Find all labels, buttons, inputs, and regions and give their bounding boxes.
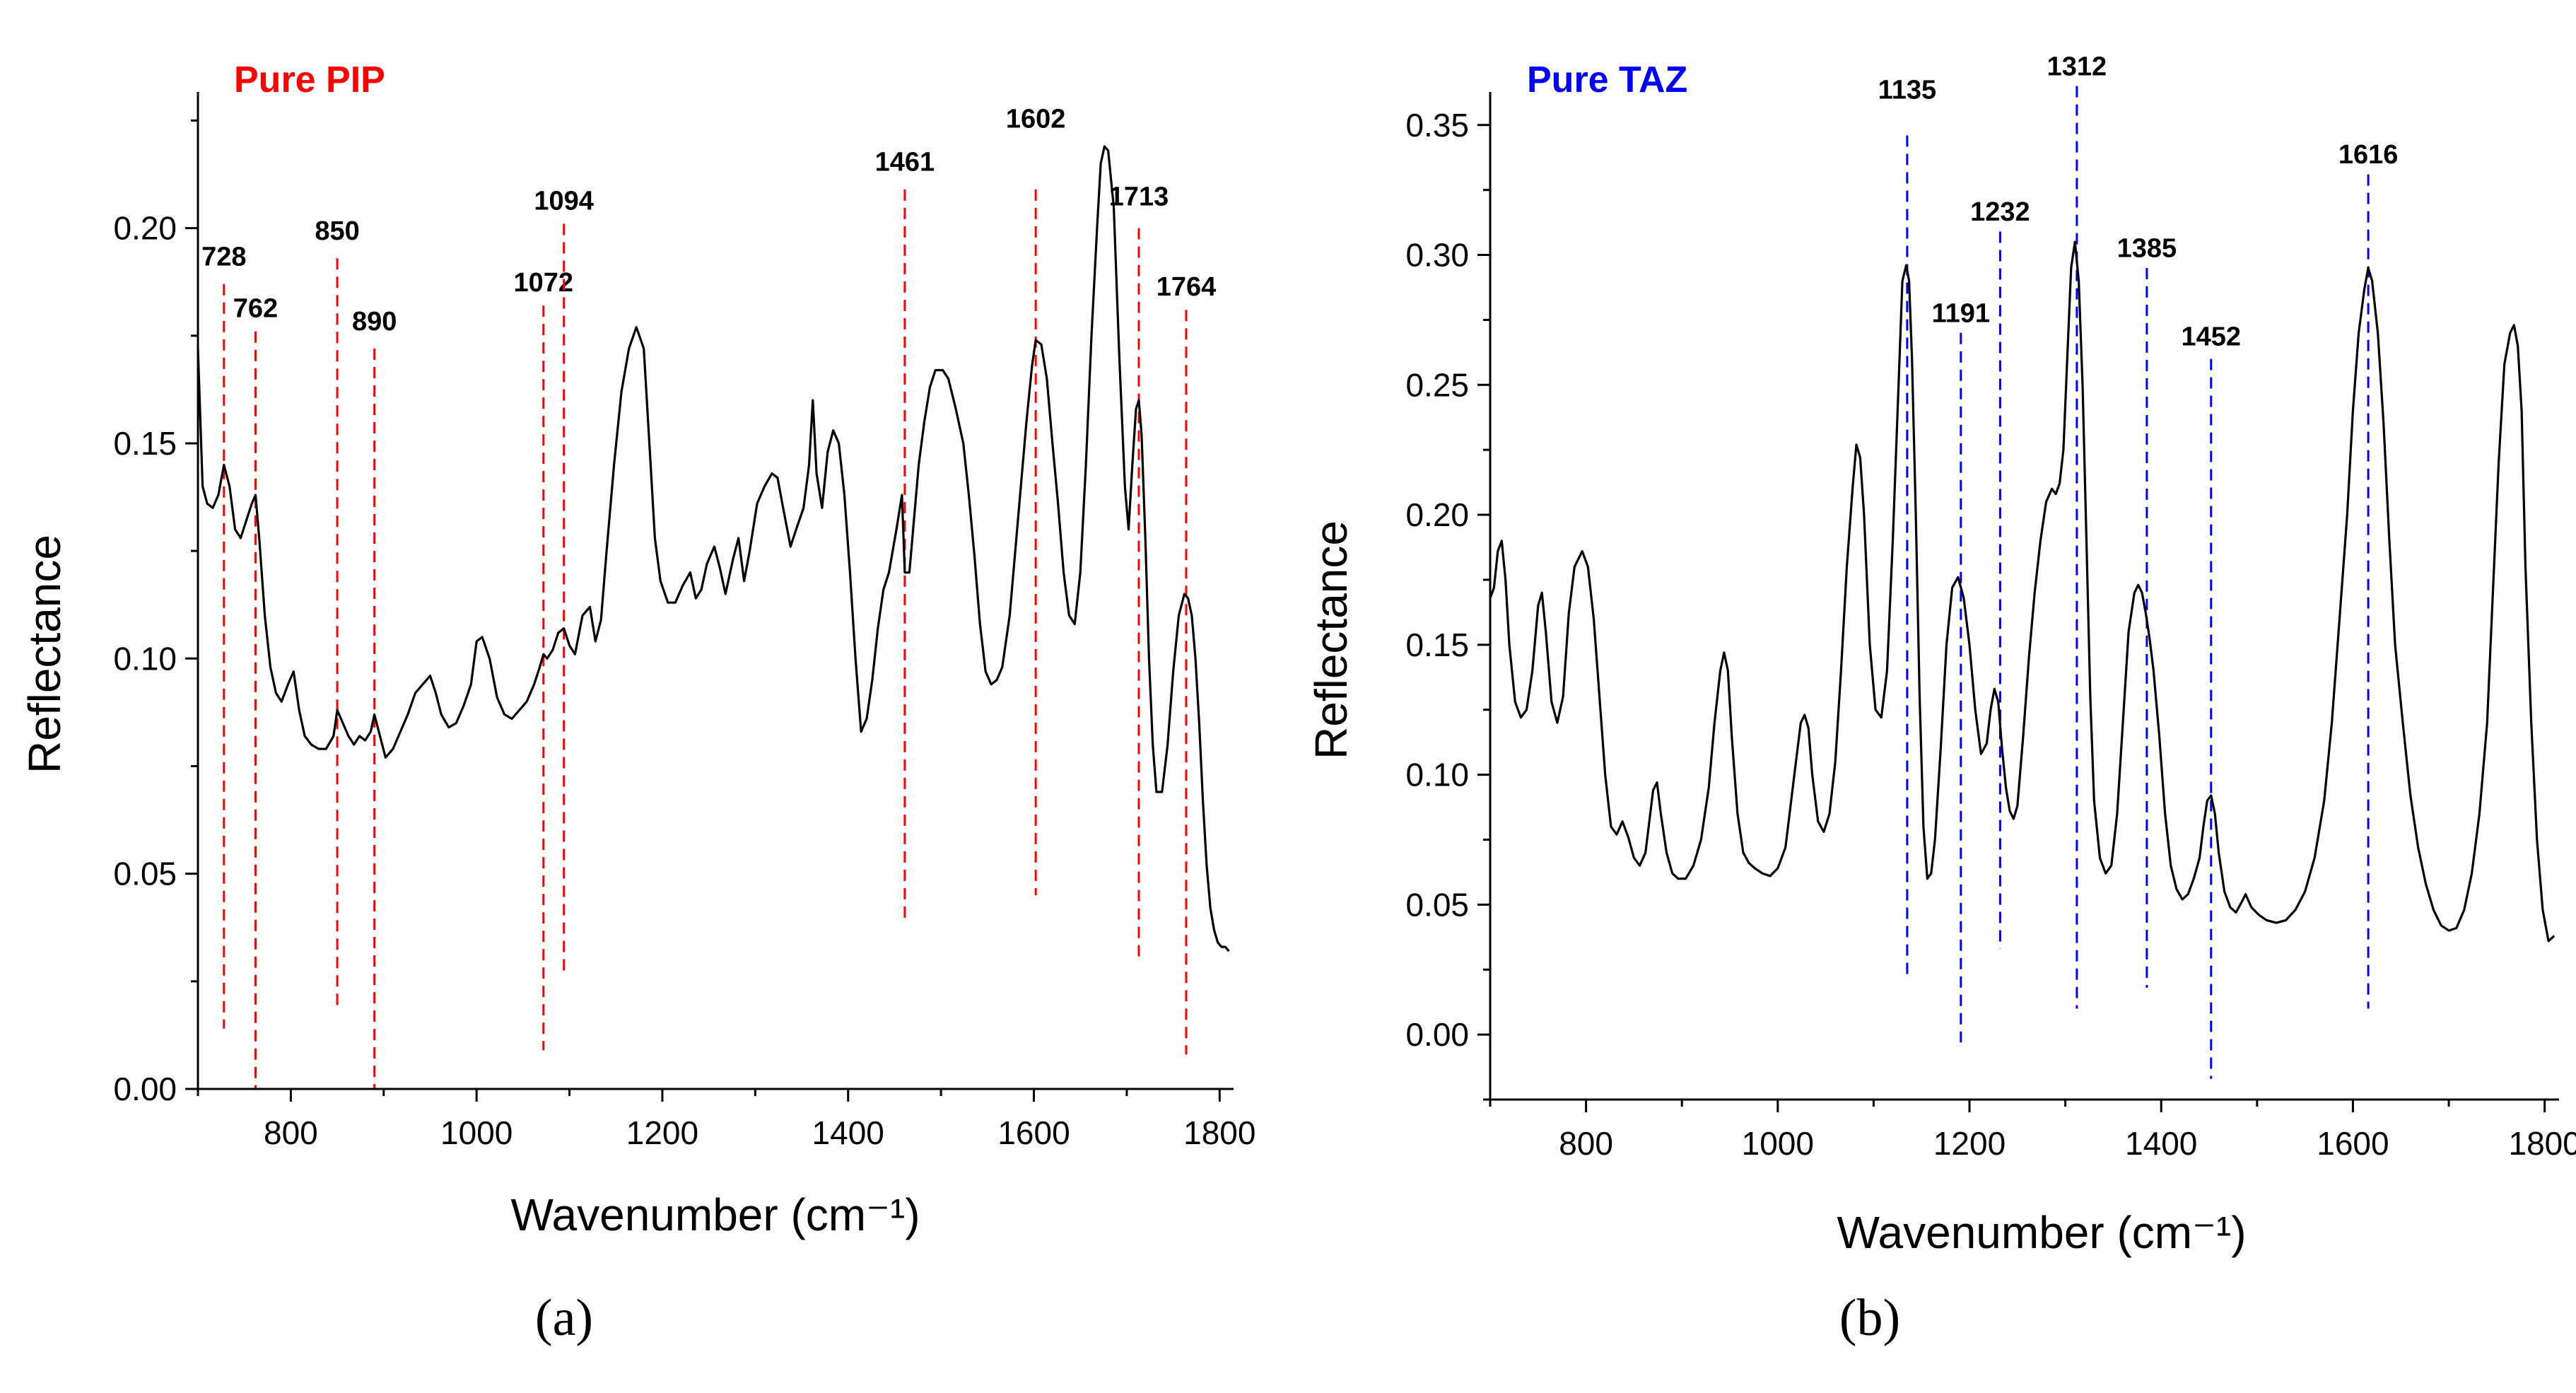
chart-title: Pure TAZ <box>1527 59 1687 100</box>
y-tick-label: 0.20 <box>113 210 177 247</box>
x-tick-label: 1400 <box>2125 1125 2197 1162</box>
y-tick-label: 0.10 <box>113 640 177 677</box>
peak-label-1232: 1232 <box>1970 197 2030 227</box>
axes: 800 1000 1200 1400 1600 1800 0.00 0.05 0.10 0.15 0… <box>1405 92 2576 1162</box>
peak-label-1385: 1385 <box>2117 234 2177 264</box>
spectrum-line <box>1489 240 2555 943</box>
peak-label-1312: 1312 <box>2047 52 2107 81</box>
x-tick-label: 1600 <box>997 1114 1070 1151</box>
y-tick-label: 0.35 <box>1405 107 1469 144</box>
peak-label-762: 762 <box>233 294 278 324</box>
caption: (a) <box>535 1289 593 1347</box>
x-tick-label: 1200 <box>1933 1125 2006 1162</box>
peak-label-850: 850 <box>315 216 359 246</box>
peak-label-1713: 1713 <box>1109 182 1169 211</box>
peak-label-1764: 1764 <box>1157 272 1217 302</box>
y-tick-label: 0.05 <box>113 856 177 892</box>
x-tick-label: 1400 <box>812 1114 884 1151</box>
panel-b-pure-taz: 1135 1191 1232 1312 1385 1452 1616 800 1000 1200… <box>1306 52 2576 1347</box>
y-tick-label: 0.00 <box>1405 1016 1469 1053</box>
y-tick-label: 0.00 <box>113 1071 177 1107</box>
peak-label-1094: 1094 <box>534 186 594 216</box>
peak-label-1135: 1135 <box>1878 75 1936 105</box>
axes: 800 1000 1200 1400 1600 1800 0.00 0.05 0.10 0.15 0… <box>113 92 1255 1151</box>
peak-label-728: 728 <box>201 242 246 272</box>
x-axis-title: Wavenumber (cm⁻¹) <box>1837 1207 2246 1258</box>
x-tick-label: 1800 <box>2508 1125 2576 1162</box>
x-tick-label: 800 <box>1559 1125 1613 1162</box>
x-tick-label: 1600 <box>2317 1125 2389 1162</box>
chart-title: Pure PIP <box>234 59 385 100</box>
y-tick-label: 0.25 <box>1405 366 1469 403</box>
peak-label-1191: 1191 <box>1932 298 1990 328</box>
x-tick-label: 1800 <box>1183 1114 1255 1151</box>
peak-label-1616: 1616 <box>2338 140 2399 170</box>
y-tick-label: 0.15 <box>1405 626 1469 663</box>
peak-label-890: 890 <box>352 307 397 337</box>
x-tick-label: 1000 <box>1742 1125 1814 1162</box>
y-tick-label: 0.20 <box>1405 496 1469 533</box>
caption: (b) <box>1839 1289 1900 1347</box>
y-axis-title: Reflectance <box>1306 520 1357 759</box>
x-tick-label: 1200 <box>626 1114 698 1151</box>
peak-label-1602: 1602 <box>1006 105 1066 134</box>
peak-label-1452: 1452 <box>2181 322 2241 352</box>
y-axis-title: Reflectance <box>19 535 70 774</box>
y-tick-label: 0.15 <box>113 425 177 462</box>
spectrum-line <box>197 145 1230 952</box>
x-tick-label: 1000 <box>440 1114 513 1151</box>
y-tick-label: 0.30 <box>1405 237 1469 274</box>
y-tick-label: 0.10 <box>1405 757 1469 793</box>
peak-label-1461: 1461 <box>875 148 935 177</box>
peak-markers: 1135 1191 1232 1312 1385 1452 1616 <box>1878 52 2399 1079</box>
x-axis-title: Wavenumber (cm⁻¹) <box>510 1189 920 1240</box>
x-tick-label: 800 <box>264 1114 318 1151</box>
y-tick-label: 0.05 <box>1405 886 1469 923</box>
